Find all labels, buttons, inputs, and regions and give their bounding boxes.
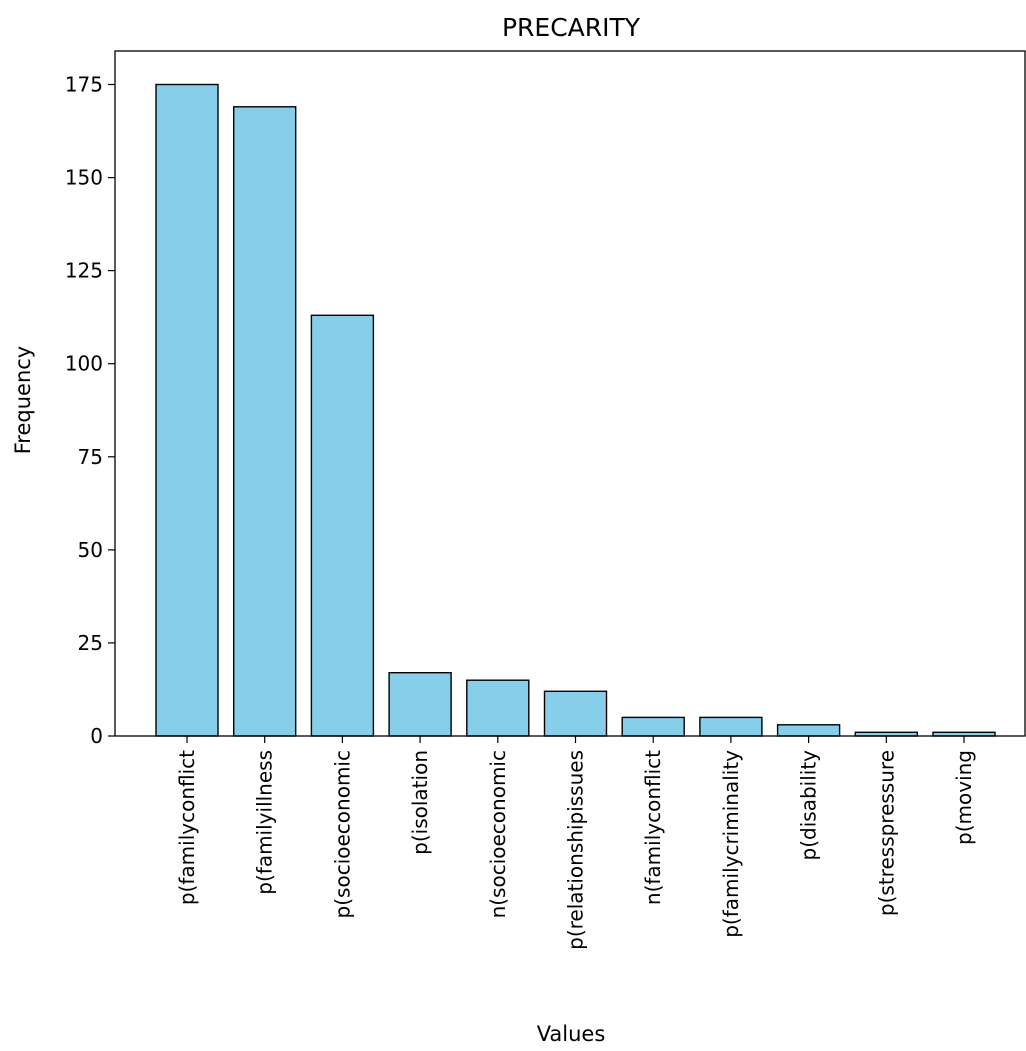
x-tick-label: p(isolation — [408, 750, 432, 855]
bar-p-isolation — [388, 672, 452, 737]
x-tick-label: n(socioeconomic — [486, 750, 510, 918]
y-tick-label: 100 — [65, 352, 103, 376]
plot-frame — [114, 50, 1026, 737]
x-tick-label: p(moving — [952, 750, 976, 845]
x-tick-label: p(familycriminality — [719, 750, 743, 938]
bar-n-familyconflict — [621, 716, 685, 737]
bar-n-socioeconomic — [466, 679, 530, 737]
x-tick-label: p(relationshipissues — [564, 750, 588, 950]
x-axis-label: Values — [537, 1022, 606, 1046]
x-tick-label: p(disability — [797, 750, 821, 861]
x-axis-ticks: p(familyconflict p(familyillness p(socioec… — [175, 736, 976, 950]
bar-p-familyconflict — [155, 83, 219, 737]
x-tick-label: n(familyconflict — [641, 750, 665, 905]
y-tick-label: 25 — [78, 631, 103, 655]
bars-layer — [155, 83, 996, 737]
x-tick-label: p(stresspressure — [874, 750, 898, 916]
chart-title: PRECARITY — [502, 13, 641, 42]
bar-p-familycriminality — [699, 716, 763, 737]
y-axis-ticks: 0 25 50 75 100 125 150 175 — [65, 73, 115, 748]
bar-p-socioeconomic — [310, 314, 375, 737]
bar-p-disability — [776, 724, 841, 737]
x-tick-label: p(familyillness — [253, 750, 277, 895]
bar-p-relationshipissues — [543, 690, 608, 737]
y-tick-label: 0 — [90, 724, 103, 748]
y-tick-label: 150 — [65, 166, 103, 190]
y-tick-label: 175 — [65, 73, 103, 97]
y-tick-label: 125 — [65, 259, 103, 283]
y-tick-label: 75 — [78, 445, 103, 469]
x-tick-label: p(familyconflict — [175, 750, 199, 905]
x-tick-label: p(socioeconomic — [330, 750, 354, 918]
bar-p-familyillness — [232, 106, 297, 737]
y-tick-label: 50 — [78, 538, 103, 562]
y-axis-label: Frequency — [11, 346, 35, 455]
axes-layer — [114, 50, 1026, 737]
